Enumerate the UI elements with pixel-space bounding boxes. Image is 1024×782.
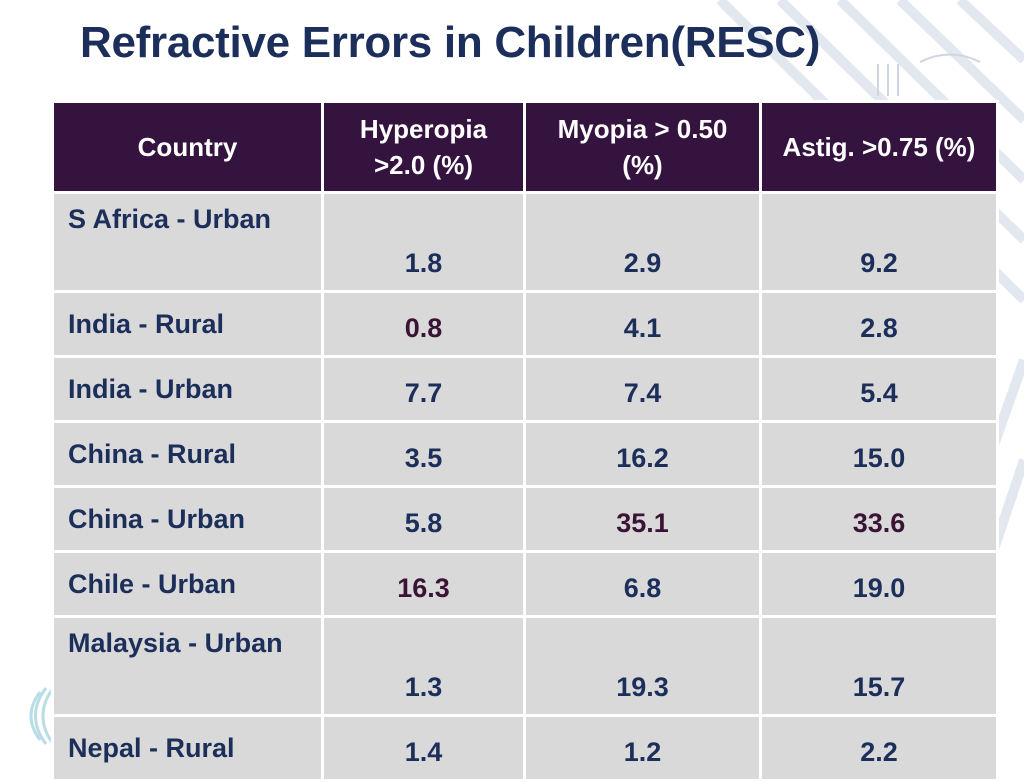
table-row: Nepal - Rural 1.4 1.2 2.2 [51, 714, 999, 782]
hyperopia-cell: 7.7 [321, 355, 526, 423]
myopia-cell: 2.9 [523, 191, 762, 293]
myopia-cell: 19.3 [523, 615, 762, 717]
header-hyperopia: Hyperopia >2.0 (%) [321, 100, 526, 194]
myopia-cell: 6.8 [523, 550, 762, 618]
myopia-cell: 7.4 [523, 355, 762, 423]
astig-cell: 15.7 [759, 615, 999, 717]
astig-cell: 5.4 [759, 355, 999, 423]
myopia-cell: 35.1 [523, 485, 762, 553]
hyperopia-cell: 5.8 [321, 485, 526, 553]
astig-cell: 2.8 [759, 290, 999, 358]
hyperopia-cell: 1.3 [321, 615, 526, 717]
table-row: India - Rural 0.8 4.1 2.8 [51, 290, 999, 358]
hyperopia-cell: 3.5 [321, 420, 526, 488]
header-myopia: Myopia > 0.50 (%) [523, 100, 762, 194]
table-header-row: Country Hyperopia >2.0 (%) Myopia > 0.50… [51, 100, 999, 194]
country-cell: Malaysia - Urban [51, 615, 324, 717]
hyperopia-cell: 1.8 [321, 191, 526, 293]
astig-cell: 33.6 [759, 485, 999, 553]
country-cell: India - Rural [51, 290, 324, 358]
header-country: Country [51, 100, 324, 194]
myopia-cell: 4.1 [523, 290, 762, 358]
country-cell: China - Rural [51, 420, 324, 488]
astig-cell: 2.2 [759, 714, 999, 782]
logo-arc-icon [29, 687, 54, 745]
country-cell: India - Urban [51, 355, 324, 423]
myopia-cell: 16.2 [523, 420, 762, 488]
table-row: Chile - Urban 16.3 6.8 19.0 [51, 550, 999, 618]
country-cell: China - Urban [51, 485, 324, 553]
country-cell: Nepal - Rural [51, 714, 324, 782]
page-title: Refractive Errors in Children(RESC) [80, 18, 821, 67]
table-row: China - Rural 3.5 16.2 15.0 [51, 420, 999, 488]
astig-cell: 19.0 [759, 550, 999, 618]
hyperopia-cell: 1.4 [321, 714, 526, 782]
hyperopia-cell: 0.8 [321, 290, 526, 358]
table-row: S Africa - Urban 1.8 2.9 9.2 [51, 191, 999, 293]
table-row: Malaysia - Urban 1.3 19.3 15.7 [51, 615, 999, 717]
astig-cell: 15.0 [759, 420, 999, 488]
myopia-cell: 1.2 [523, 714, 762, 782]
refractive-errors-table: Country Hyperopia >2.0 (%) Myopia > 0.50… [51, 100, 999, 782]
country-cell: Chile - Urban [51, 550, 324, 618]
country-cell: S Africa - Urban [51, 191, 324, 293]
table-row: China - Urban 5.8 35.1 33.6 [51, 485, 999, 553]
astig-cell: 9.2 [759, 191, 999, 293]
hyperopia-cell: 16.3 [321, 550, 526, 618]
header-astigmatism: Astig. >0.75 (%) [759, 100, 999, 194]
table-row: India - Urban 7.7 7.4 5.4 [51, 355, 999, 423]
